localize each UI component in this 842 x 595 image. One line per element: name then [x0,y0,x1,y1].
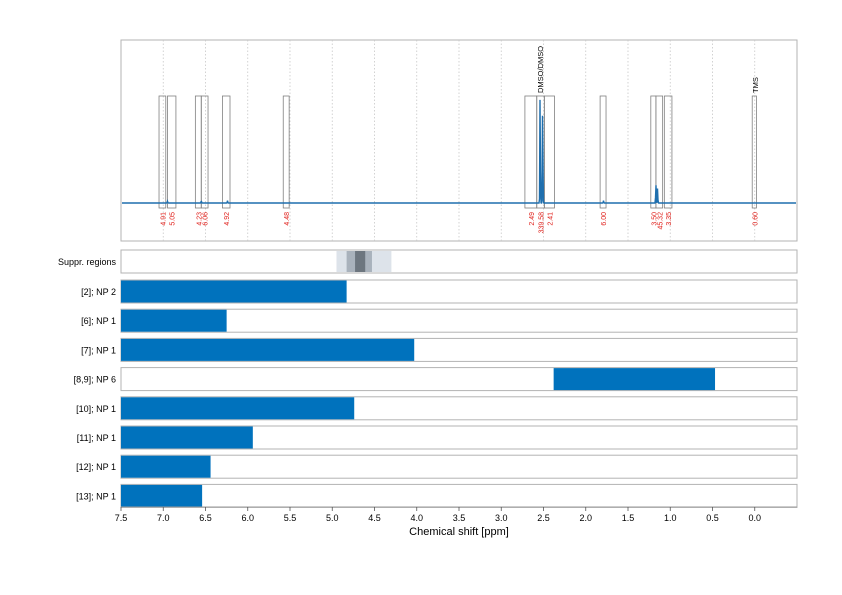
range-bar [121,426,253,449]
integration-value-label: 5.05 [170,212,177,226]
range-bar [121,309,227,332]
integration-value-label: 3.35 [666,212,673,226]
integration-value-label: 6.00 [601,212,608,226]
integration-value-label: 339.58 [539,212,546,234]
integration-region [282,95,290,209]
bar-row-frame [120,483,798,508]
bar-row-label: [7]; NP 1 [81,345,116,355]
x-tick-label: 1.0 [664,513,677,523]
x-tick-label: 0.0 [748,513,761,523]
x-tick-label: 7.5 [115,513,128,523]
bar-row-frame [120,454,798,479]
suppression-regions-panel: Suppr. regions [58,249,798,274]
range-bar [553,368,716,391]
integration-value-label: 2.49 [529,212,536,226]
x-axis: 7.5 7.0 6.5 6.0 5.5 5.0 4.5 4.0 3.5 3.0 2.5 2.0 1.5 1… [115,506,797,523]
x-tick-label: 5.5 [284,513,297,523]
x-tick-label: 4.5 [368,513,381,523]
x-tick-label: 0.5 [706,513,719,523]
integration-region [655,95,664,209]
suppression-row-label: Suppr. regions [58,257,117,267]
integration-region [751,95,757,209]
spectrum-panel: 4.91 5.05 4.23 6.06 4.92 4.48 2.49 339.58 2.41 6.… [120,39,798,242]
integration-region [221,95,231,209]
integration-value-label: 4.23 [196,212,203,226]
reference-peak-label: DMSO/DMSO [536,46,545,93]
x-tick-label: 2.5 [537,513,550,523]
x-tick-label: 7.0 [157,513,170,523]
integration-region [663,95,673,209]
bar-row-label: [12]; NP 1 [76,462,116,472]
suppression-band [355,251,366,272]
x-tick-label: 5.0 [326,513,339,523]
x-tick-label: 6.0 [241,513,254,523]
x-axis-label: Chemical shift [ppm] [409,526,509,538]
bar-row-label: [10]; NP 1 [76,404,116,414]
x-tick-label: 3.0 [495,513,508,523]
reference-peak-label: TMS [751,77,760,93]
integration-value-label: 6.06 [203,212,210,226]
integration-region [200,95,209,209]
range-bar [121,397,355,420]
x-tick-label: 2.0 [579,513,592,523]
bar-rows: [2]; NP 2 [6]; NP 1 [7]; NP 1 [8,9]; NP 6 [1… [74,279,798,508]
integration-region [167,95,177,209]
bar-row-label: [2]; NP 2 [81,287,116,297]
integration-region [543,95,555,209]
integration-region [158,95,167,209]
x-tick-label: 3.5 [453,513,466,523]
range-bar [121,338,415,361]
bar-row-label: [6]; NP 1 [81,316,116,326]
spectrum-frame [120,39,798,242]
integration-value-label: 3.50 [651,212,658,226]
integration-value-label: 4.91 [160,212,167,226]
bar-row-label: [8,9]; NP 6 [74,375,116,385]
integration-value-label: 45.32 [657,212,664,230]
x-tick-label: 6.5 [199,513,212,523]
range-bar [121,455,211,478]
bar-row-label: [11]; NP 1 [77,433,116,443]
x-tick-label: 1.5 [622,513,635,523]
bar-row-label: [13]; NP 1 [76,491,116,501]
integration-region [599,95,607,209]
spectrum-trace [122,99,796,204]
integration-value-label: 2.41 [547,212,554,226]
suppression-frame [120,249,798,274]
integration-value-label: 4.92 [224,212,231,226]
integration-value-label: 0.60 [752,212,759,226]
x-tick-label: 4.0 [410,513,423,523]
range-bar [121,484,203,507]
integration-value-label: 4.48 [284,212,291,226]
range-bar [121,280,347,303]
